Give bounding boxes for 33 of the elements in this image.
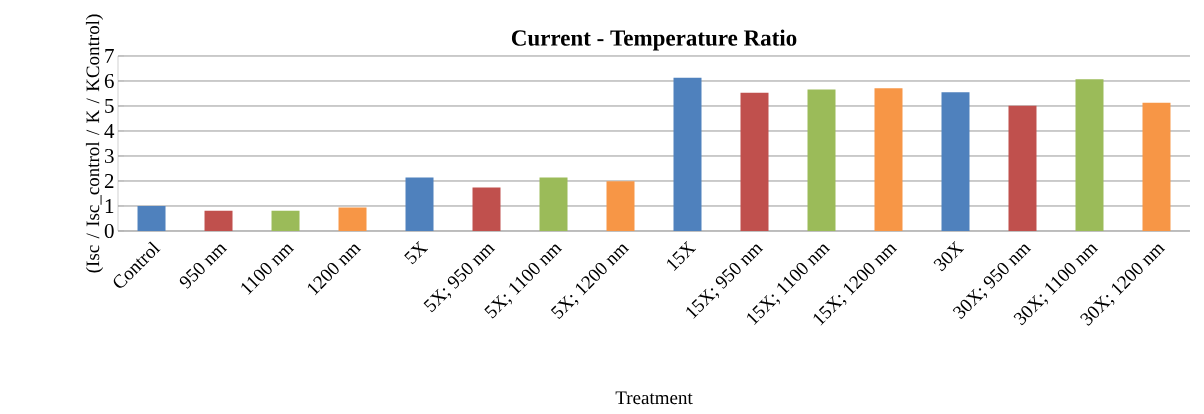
- y-tick-label: 0: [104, 223, 114, 239]
- y-tick-label: 1: [105, 199, 114, 213]
- x-tick-label: 1200 nm: [307, 244, 362, 296]
- y-tick-label: 3: [104, 148, 114, 164]
- bar: [941, 92, 970, 231]
- bar: [137, 205, 166, 231]
- x-tick-label: 950 nm: [179, 244, 228, 289]
- y-tick-label: 7: [105, 49, 114, 63]
- bar: [338, 207, 367, 231]
- bar: [673, 77, 702, 231]
- y-axis-title: (Isc / Isc_control / K / KControl): [85, 14, 104, 273]
- y-tick-label: 4: [104, 124, 115, 138]
- bar: [1008, 105, 1037, 231]
- bar: [1142, 102, 1171, 231]
- bar: [606, 181, 635, 231]
- bar: [874, 88, 903, 231]
- chart-title: Current - Temperature Ratio: [511, 29, 797, 51]
- bar: [405, 177, 434, 231]
- bar: [807, 89, 836, 231]
- x-axis-title: Treatment: [615, 391, 693, 405]
- bar: [740, 92, 769, 231]
- bar: [204, 210, 233, 231]
- y-tick-label: 2: [104, 174, 114, 188]
- y-tick-label: 5: [105, 99, 114, 113]
- x-tick-label: 5X: [404, 240, 429, 265]
- bar: [1075, 79, 1104, 231]
- x-tick-label: 1100 nm: [241, 244, 295, 295]
- bar: [271, 210, 300, 231]
- bar: [472, 187, 501, 231]
- bar: [539, 177, 568, 231]
- x-tick-label: 30X: [933, 241, 965, 272]
- y-tick-label: 6: [104, 73, 114, 89]
- x-tick-label: 15X: [667, 241, 697, 271]
